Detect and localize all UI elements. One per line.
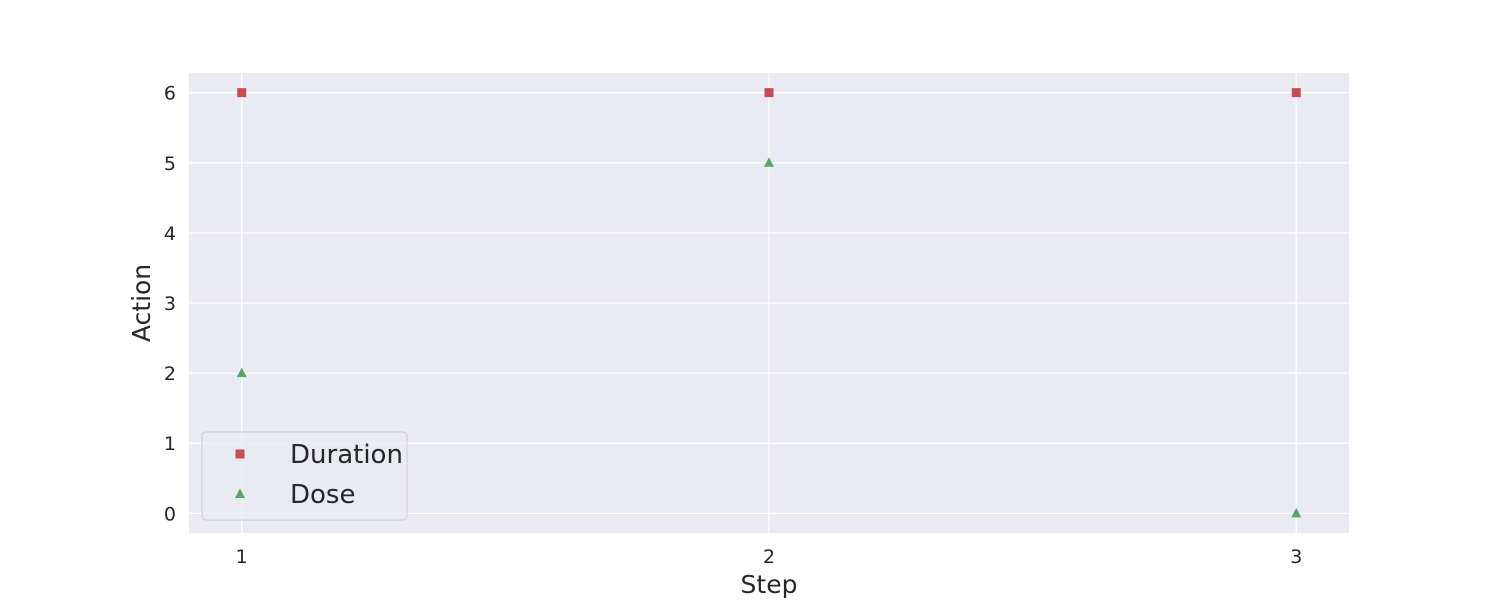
duration-point	[237, 88, 247, 98]
legend-dose-marker	[235, 488, 245, 498]
x-tick-label: 2	[763, 546, 775, 568]
y-tick-label: 1	[164, 433, 176, 455]
duration-point	[764, 88, 774, 98]
legend-duration-marker	[235, 449, 245, 459]
tick-labels: 0 1 2 3 4 5 6 1 2 3	[164, 83, 1302, 568]
y-tick-label: 5	[164, 153, 176, 175]
x-tick-label: 1	[236, 546, 248, 568]
y-tick-label: 3	[164, 293, 176, 315]
data-points	[236, 88, 1302, 518]
x-axis-label: Step	[741, 570, 798, 599]
x-tick-label: 3	[1290, 546, 1302, 568]
y-axis-label: Action	[127, 264, 156, 342]
y-tick-label: 2	[164, 363, 176, 385]
legend-duration-label: Duration	[290, 440, 403, 470]
dose-point	[236, 367, 247, 378]
y-tick-label: 6	[164, 83, 176, 105]
y-tick-label: 0	[164, 503, 176, 525]
dose-point	[1291, 507, 1302, 518]
legend: Duration Dose	[201, 431, 408, 521]
y-tick-label: 4	[164, 223, 176, 245]
dose-point	[764, 157, 774, 167]
legend-dose-label: Dose	[290, 480, 355, 510]
legend-box	[201, 431, 408, 521]
duration-point	[1291, 88, 1301, 98]
